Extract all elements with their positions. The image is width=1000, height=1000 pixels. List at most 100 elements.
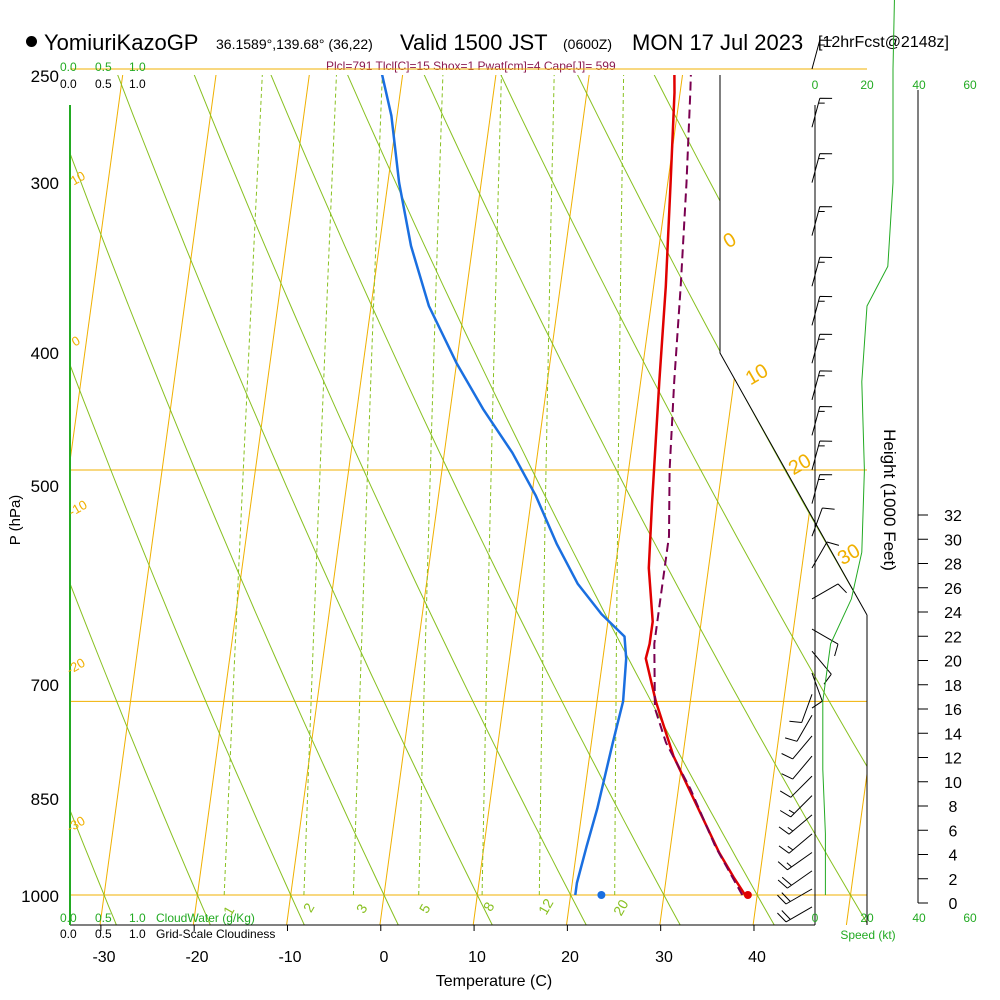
wind-barb xyxy=(811,507,835,537)
wind-barb xyxy=(811,295,833,326)
height-tick-20: 20 xyxy=(944,654,962,671)
isotherm-30 xyxy=(655,75,867,925)
wind-barb xyxy=(811,370,833,401)
wind-barb xyxy=(811,672,823,709)
cloud-scale-top2-05: 0.5 xyxy=(95,77,112,91)
isotherm-label: 20 xyxy=(785,450,815,480)
p-tick-850: 850 xyxy=(31,790,59,809)
mixing-ratio-1 xyxy=(223,75,277,896)
x-tick-20: 20 xyxy=(561,949,579,966)
height-tick-0: 0 xyxy=(949,896,958,913)
height-tick-22: 22 xyxy=(944,629,962,646)
p-tick-250: 250 xyxy=(31,67,59,86)
cloud-water-label: CloudWater (g/Kg) xyxy=(156,911,255,925)
cloud-scale-top-1: 1.0 xyxy=(129,60,146,74)
height-tick-8: 8 xyxy=(949,799,958,816)
height-tick-26: 26 xyxy=(944,581,962,598)
dry-adiabat xyxy=(444,75,867,925)
plot-frame xyxy=(69,75,868,931)
wind-barb xyxy=(789,694,813,723)
cloud-scale-bottom2-1: 1.0 xyxy=(129,927,146,941)
x-tick--30: -30 xyxy=(92,949,115,966)
dry-adiabat xyxy=(631,75,867,925)
wind-barb xyxy=(811,440,833,471)
speed-tick-bottom-0: 0 xyxy=(812,911,819,925)
isotherm-label: 0 xyxy=(720,228,741,253)
mixing-ratio-label: 2 xyxy=(300,900,318,915)
station-coords: 36.1589°,139.68° (36,22) xyxy=(216,36,373,52)
speed-tick-bottom-60: 60 xyxy=(963,911,977,925)
wind-barb xyxy=(811,97,833,128)
isotherm-lines xyxy=(70,75,867,925)
wind-barb xyxy=(784,715,813,742)
isotherm-label: 10 xyxy=(68,168,88,188)
cloud-scale-bottom-1: 1.0 xyxy=(129,911,146,925)
valid-date: MON 17 Jul 2023 xyxy=(632,30,804,55)
sounding-series xyxy=(342,75,752,899)
isotherm--10 xyxy=(282,75,524,925)
cloud-scale-bottom-0: 0.0 xyxy=(60,911,77,925)
mixing-ratio-label: 3 xyxy=(353,901,371,916)
dry-adiabat xyxy=(70,75,224,925)
mixing-ratio-20 xyxy=(614,75,629,896)
station-name: YomiuriKazoGP xyxy=(44,30,199,55)
p-tick-400: 400 xyxy=(31,344,59,363)
dry-adiabat xyxy=(70,75,129,925)
dry-adiabat xyxy=(70,75,318,925)
cloud-scale-bottom-05: 0.5 xyxy=(95,911,112,925)
height-tick-24: 24 xyxy=(944,605,962,622)
valid-time: Valid 1500 JST xyxy=(400,30,548,55)
wind-barb xyxy=(781,755,813,780)
wind-barb xyxy=(778,814,813,835)
speed-tick-bottom-20: 20 xyxy=(860,911,874,925)
wind-barb xyxy=(811,583,847,600)
height-tick-30: 30 xyxy=(944,532,962,549)
cloud-scale-top-05: 0.5 xyxy=(95,60,112,74)
x-tick--10: -10 xyxy=(278,949,301,966)
dry-adiabat xyxy=(506,75,867,925)
dry-adiabat xyxy=(70,75,507,925)
speed-tick-top-0: 0 xyxy=(812,78,819,92)
isotherm-20 xyxy=(562,75,804,925)
p-tick-300: 300 xyxy=(31,174,59,193)
dry-adiabat xyxy=(70,75,413,925)
forecast-info: [12hrFcst@2148z] xyxy=(818,34,949,51)
mixing-ratio-5 xyxy=(418,75,453,896)
wind-barb xyxy=(811,474,833,504)
valid-time-utc: (0600Z) xyxy=(563,36,613,52)
dry-adiabat xyxy=(72,75,867,925)
wind-barb xyxy=(811,39,833,70)
speed-tick-top-60: 60 xyxy=(963,78,977,92)
mixing-ratio-label: 20 xyxy=(610,897,632,919)
wind-barb xyxy=(779,775,813,798)
surface-dewpoint-marker xyxy=(597,891,606,899)
isotherm--30 xyxy=(95,75,337,925)
p-tick-700: 700 xyxy=(31,676,59,695)
height-tick-4: 4 xyxy=(949,848,958,865)
isotherm-label: -30 xyxy=(64,813,88,835)
speed-axis-label: Speed (kt) xyxy=(840,928,895,942)
dry-adiabat xyxy=(70,75,697,925)
parcel-line xyxy=(653,75,744,896)
isotherm-50 xyxy=(842,75,867,925)
x-tick--20: -20 xyxy=(185,949,208,966)
wind-barb xyxy=(777,870,813,889)
wind-barb xyxy=(778,833,813,854)
wind-barb xyxy=(779,795,813,818)
x-tick-30: 30 xyxy=(655,949,673,966)
mixing-ratio-lines xyxy=(223,75,629,896)
station-bullet-icon xyxy=(26,36,37,47)
mixing-ratio-2 xyxy=(303,75,349,896)
height-tick-6: 6 xyxy=(949,823,958,840)
wind-barb xyxy=(777,852,813,871)
cloud-scale-top2-1: 1.0 xyxy=(129,77,146,91)
height-tick-28: 28 xyxy=(944,557,962,574)
isotherm-0 xyxy=(375,75,617,925)
mixing-ratio-label: 8 xyxy=(480,899,498,914)
isotherm-label: 10 xyxy=(742,360,772,390)
isotherm-10 xyxy=(468,75,710,925)
plot-outline xyxy=(719,75,868,616)
wind-barb xyxy=(811,541,840,569)
